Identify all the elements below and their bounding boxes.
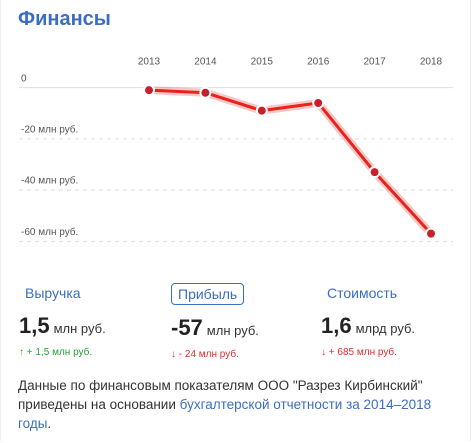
x-tick-label: 2013: [138, 57, 161, 68]
stat-tab[interactable]: Прибыль: [171, 283, 245, 305]
y-tick-label: -20 млн руб.: [21, 123, 78, 135]
line-glow: [148, 86, 434, 237]
point: [425, 227, 437, 240]
y-tick-label: -40 млн руб.: [21, 175, 78, 187]
y-tick-label: -60 млн руб.: [21, 226, 78, 238]
footnote-end: .: [47, 416, 52, 431]
title: Финансы: [18, 8, 111, 30]
chart: 0 -20 млн руб. -40 млн руб. -60 млн руб. 201…: [19, 57, 453, 242]
x-tick-label: 2015: [251, 57, 274, 68]
stat: Стоимость 1,6 млрд руб. ↓ + 685 млн руб.: [321, 283, 471, 358]
point: [255, 104, 268, 117]
point: [143, 84, 155, 97]
x-tick-label: 2016: [307, 57, 330, 68]
stat: Прибыль -57 млн руб. ↓ - 24 млн руб.: [171, 283, 321, 360]
x-tick-label: 2018: [420, 57, 443, 68]
stat-number: 1,6: [321, 313, 352, 338]
stat-value: 1,5 млн руб.: [19, 313, 169, 339]
x-tick-label: 2017: [363, 57, 386, 68]
stat-value: -57 млн руб.: [171, 315, 321, 341]
line: [148, 88, 433, 235]
footnote: Данные по финансовым показателям ООО "Ра…: [18, 376, 448, 433]
point: [312, 96, 325, 109]
stat-unit: млн руб.: [53, 321, 106, 336]
stat-change: ↓ - 24 млн руб.: [171, 349, 239, 360]
point: [368, 166, 381, 179]
point: [199, 86, 212, 99]
stat-unit: млрд руб.: [355, 321, 416, 336]
stat-number: 1,5: [19, 313, 50, 338]
stat-label: Стоимость: [327, 285, 398, 301]
footnote-text: Данные по финансовым показателям ООО "Ра…: [18, 378, 423, 412]
stat-change: ↑ + 1,5 млн руб.: [19, 347, 93, 358]
stat: Выручка 1,5 млн руб. ↑ + 1,5 млн руб.: [19, 283, 169, 358]
stat-change: ↓ + 685 млн руб.: [321, 347, 397, 358]
report-link[interactable]: бухгалтерской отчетности за 2014–2018 го…: [18, 397, 432, 431]
stat-value: 1,6 млрд руб.: [321, 313, 471, 339]
stat-number: -57: [171, 315, 203, 340]
stat-unit: млн руб.: [206, 323, 259, 338]
y-tick-label: 0: [21, 73, 27, 84]
x-tick-label: 2014: [194, 57, 217, 68]
stat-label: Выручка: [25, 285, 81, 301]
